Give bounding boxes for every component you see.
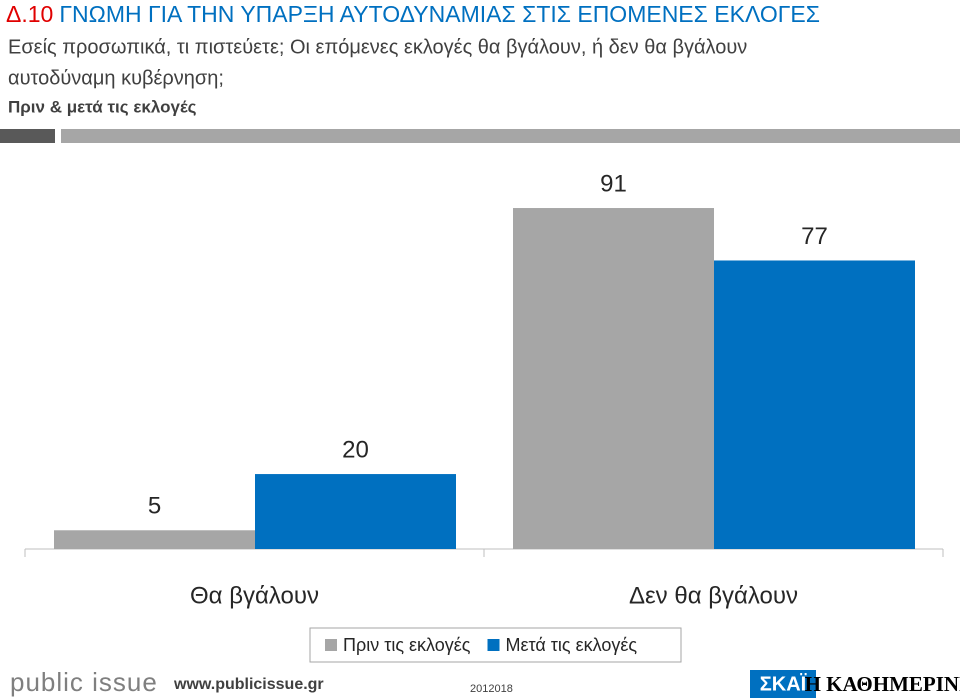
note: Πριν & μετά τις εκλογές bbox=[8, 97, 197, 116]
legend-swatch bbox=[325, 639, 337, 651]
code: 2012018 bbox=[470, 683, 513, 695]
partner-logo bbox=[750, 670, 816, 698]
data-label: 77 bbox=[801, 223, 828, 250]
bar bbox=[255, 474, 456, 549]
bar bbox=[714, 260, 915, 549]
divider bbox=[0, 129, 55, 143]
legend-label: Πριν τις εκλογές bbox=[343, 635, 471, 655]
partner-name: Η ΚΑΘΗΜΕΡΙΝΗ bbox=[805, 672, 960, 696]
question: Εσείς προσωπικά, τι πιστεύετε; Οι επόμεν… bbox=[8, 36, 747, 58]
bar bbox=[513, 208, 714, 549]
legend-swatch bbox=[487, 639, 500, 651]
question: αυτοδύναμη κυβέρνηση; bbox=[8, 67, 224, 89]
x-tick-label: Δεν θα βγάλουν bbox=[629, 582, 798, 609]
data-label: 91 bbox=[600, 170, 627, 197]
url: www.publicissue.gr bbox=[173, 676, 324, 693]
title-text: ΓΝΩΜΗ ΓΙΑ ΤΗΝ ΥΠΑΡΞΗ ΑΥΤΟΔΥΝΑΜΙΑΣ ΣΤΙΣ Ε… bbox=[59, 1, 820, 27]
bar bbox=[54, 530, 255, 549]
partner-name: ΣΚΑΪ bbox=[760, 672, 807, 695]
data-label: 20 bbox=[342, 436, 369, 463]
data-label: 5 bbox=[148, 493, 161, 520]
title: Δ.10 ΓΝΩΜΗ ΓΙΑ ΤΗΝ ΥΠΑΡΞΗ ΑΥΤΟΔΥΝΑΜΙΑΣ ΣΤ… bbox=[6, 1, 820, 27]
title-code: Δ.10 bbox=[6, 1, 53, 27]
logo: public issue bbox=[10, 667, 158, 697]
divider bbox=[61, 129, 960, 143]
legend-label: Μετά τις εκλογές bbox=[506, 635, 638, 655]
x-tick-label: Θα βγάλουν bbox=[190, 582, 319, 609]
